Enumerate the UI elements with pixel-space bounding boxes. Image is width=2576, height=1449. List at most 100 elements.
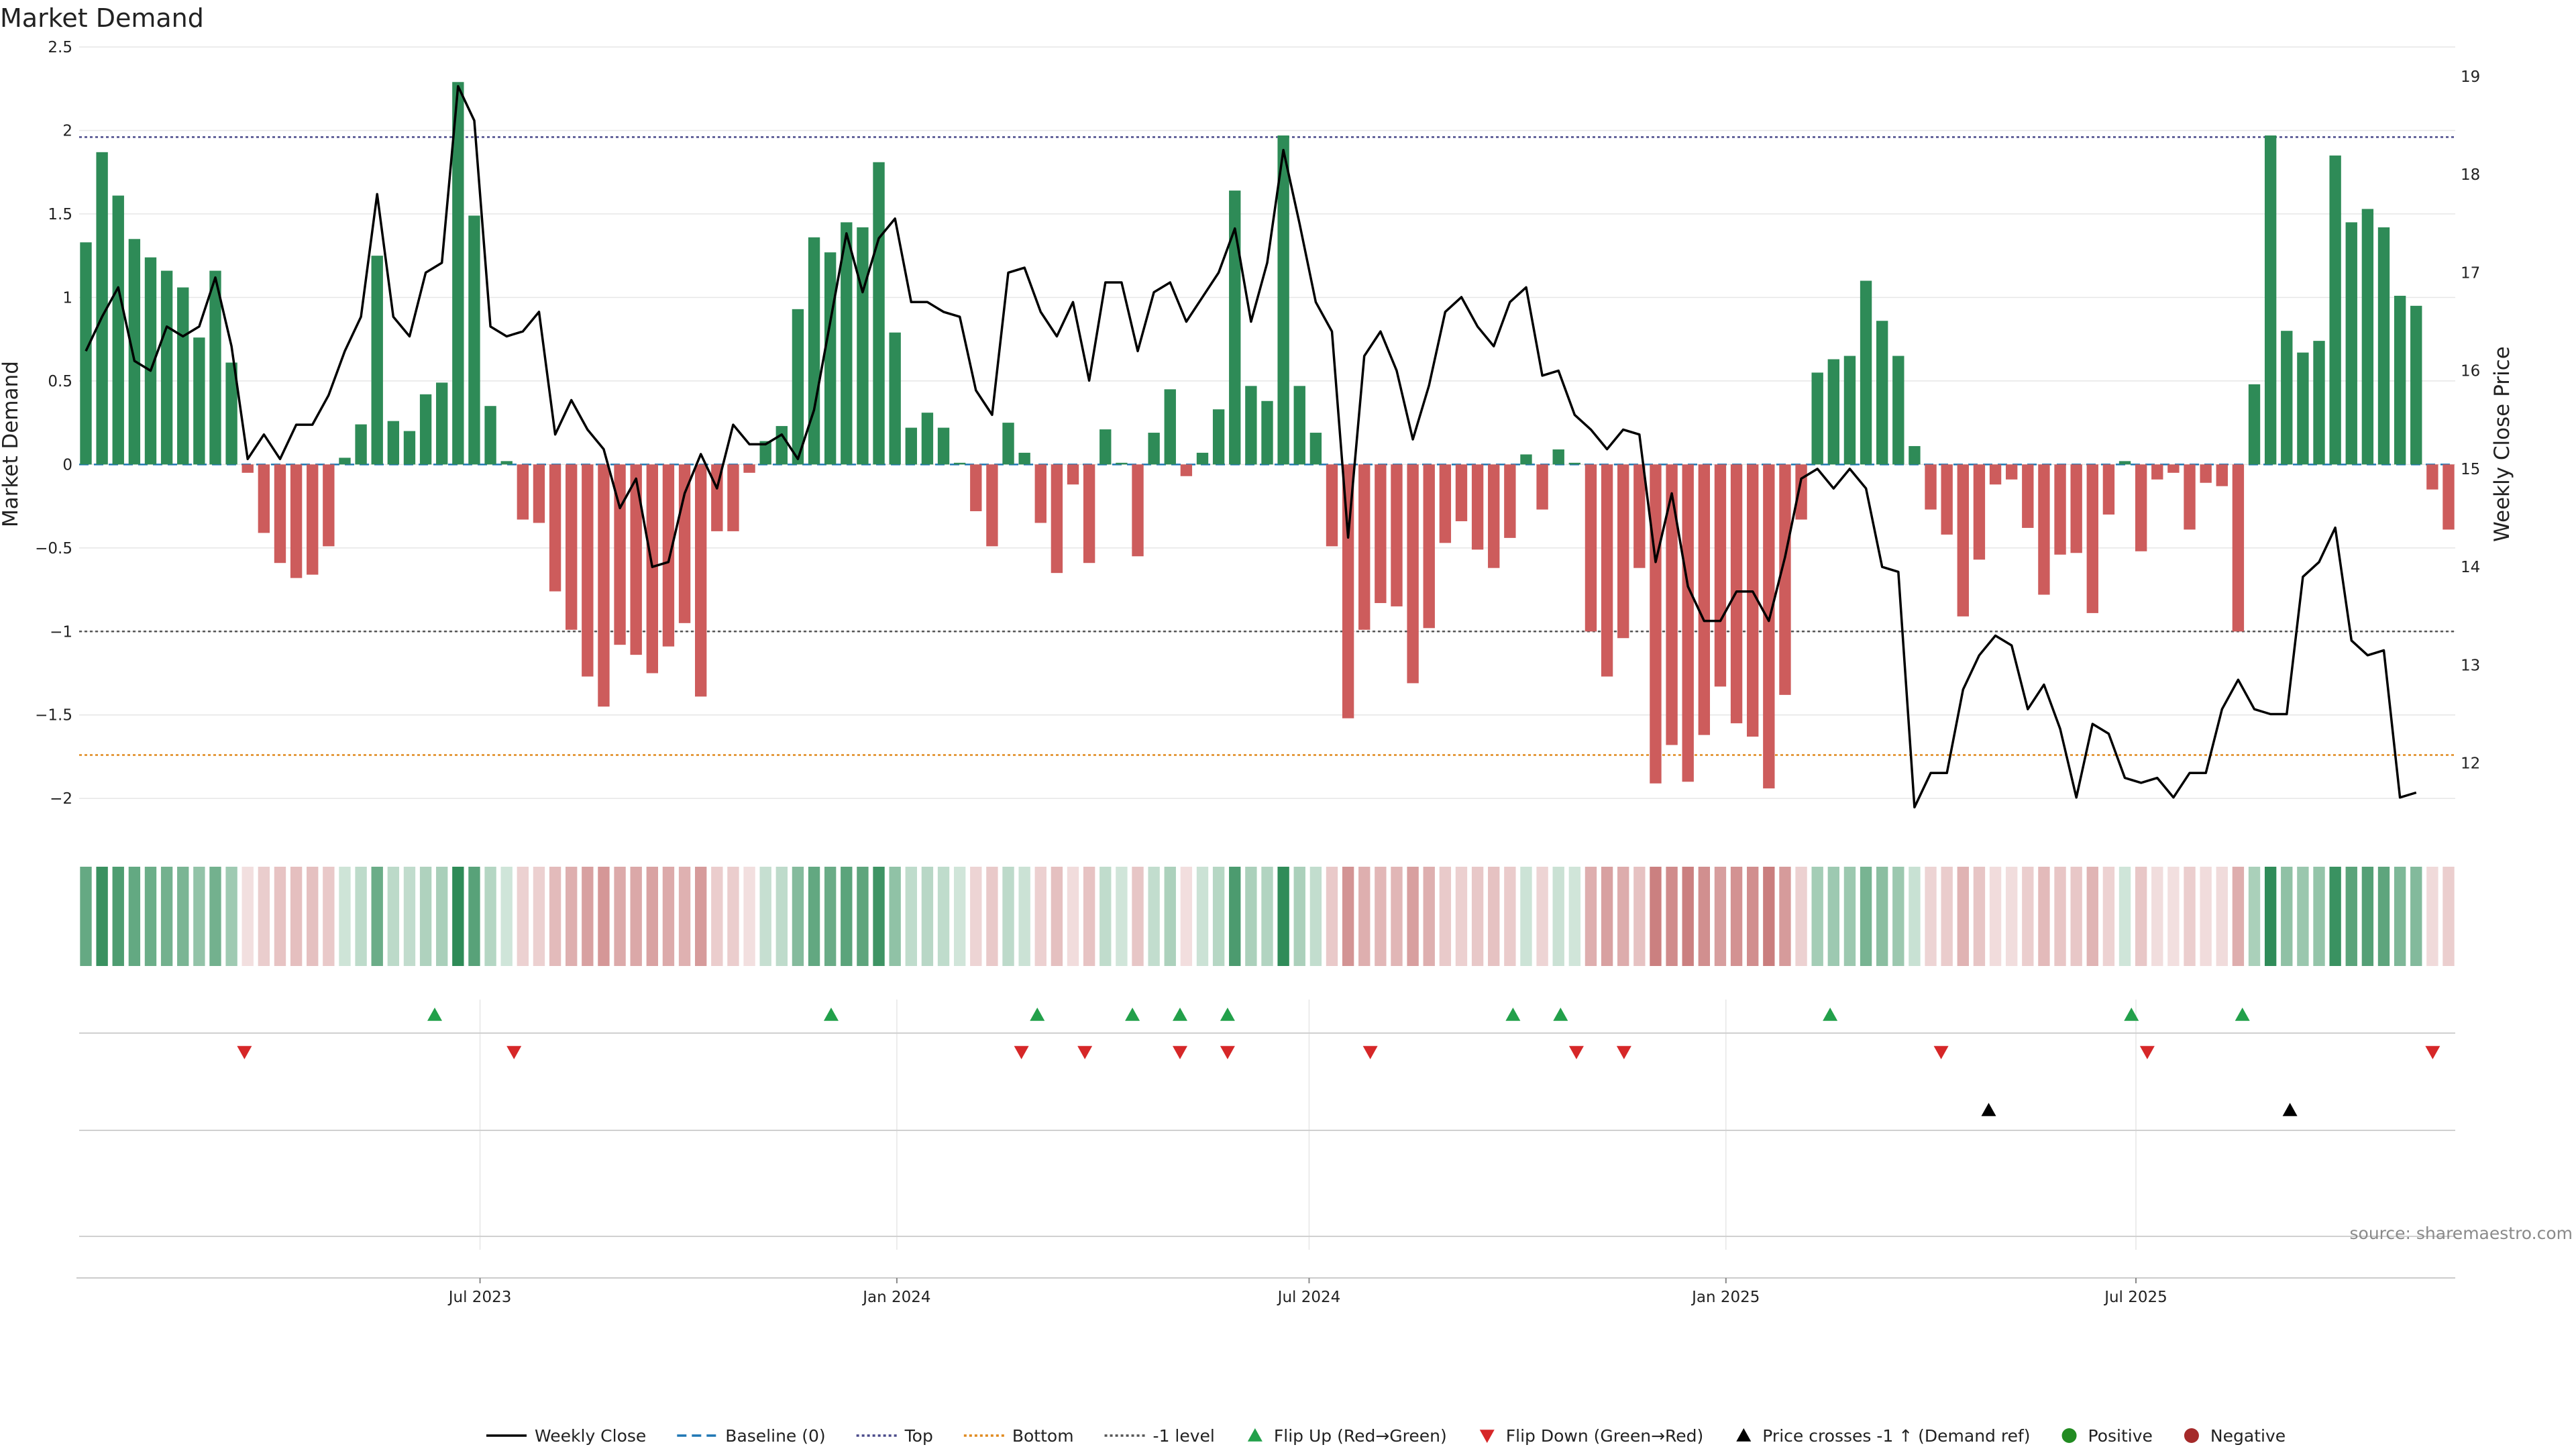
- heat-cell: [1034, 867, 1046, 966]
- heat-cell: [2167, 867, 2180, 966]
- heat-cell: [1099, 867, 1112, 966]
- legend-item: -1 level: [1104, 1426, 1215, 1446]
- heat-cell: [112, 867, 124, 966]
- heat-cell: [549, 867, 561, 966]
- demand-bar: [1941, 464, 1953, 535]
- legend-label: Flip Up (Red→Green): [1274, 1426, 1447, 1446]
- heat-cell: [1811, 867, 1823, 966]
- heat-cell: [1633, 867, 1646, 966]
- demand-bar: [225, 362, 237, 465]
- demand-bar: [2394, 295, 2406, 465]
- heat-cell: [419, 867, 432, 966]
- flip-down-marker: [1616, 1046, 1631, 1059]
- demand-bar: [2070, 464, 2082, 553]
- demand-bar: [2184, 464, 2196, 530]
- demand-bar: [290, 464, 303, 578]
- demand-bar: [2248, 384, 2261, 465]
- demand-bar: [970, 464, 982, 512]
- flip-down-marker: [1362, 1046, 1378, 1059]
- legend-label: Bottom: [1012, 1426, 1074, 1446]
- demand-bar: [1407, 464, 1419, 684]
- heat-cell: [2070, 867, 2082, 966]
- demand-bar: [630, 464, 642, 655]
- y-tick-label: −1.5: [35, 707, 72, 724]
- heat-cell: [1116, 867, 1128, 966]
- demand-bar: [1698, 464, 1711, 735]
- heat-cell: [1682, 867, 1694, 966]
- heat-cell: [1698, 867, 1711, 966]
- demand-bar: [1763, 464, 1775, 789]
- heat-cell: [2410, 867, 2422, 966]
- demand-bar: [1148, 433, 1160, 465]
- heat-cell: [80, 867, 92, 966]
- legend-label: -1 level: [1153, 1426, 1215, 1446]
- heat-cell: [1439, 867, 1452, 966]
- demand-bar: [549, 464, 561, 592]
- y2-tick-label: 14: [2461, 559, 2480, 576]
- legend-swatch: [2184, 1428, 2199, 1443]
- demand-bar: [662, 464, 675, 647]
- heat-cell: [403, 867, 416, 966]
- heat-cell: [1148, 867, 1160, 966]
- demand-bar: [2410, 305, 2422, 465]
- legend-item: Flip Up (Red→Green): [1247, 1426, 1447, 1446]
- heat-cell: [2038, 867, 2050, 966]
- demand-bar: [986, 464, 998, 547]
- heat-cell: [2151, 867, 2163, 966]
- y2-tick-label: 17: [2461, 264, 2480, 282]
- demand-bar: [1180, 464, 1193, 476]
- demand-bar: [1051, 464, 1063, 574]
- demand-bar: [1391, 464, 1403, 606]
- demand-bar: [2377, 227, 2390, 465]
- demand-bar: [2426, 464, 2438, 490]
- heat-cell: [1277, 867, 1289, 966]
- heat-cell: [2361, 867, 2374, 966]
- demand-bar: [2022, 464, 2034, 528]
- demand-bar: [339, 458, 351, 465]
- demand-bar: [307, 464, 319, 575]
- flip-up-marker: [823, 1008, 839, 1021]
- demand-bar: [2232, 464, 2245, 632]
- heat-cell: [1358, 867, 1371, 966]
- heat-cell: [2102, 867, 2115, 966]
- demand-bar: [1957, 464, 1969, 616]
- grid-lines: [79, 46, 2455, 1250]
- heat-cell: [1552, 867, 1564, 966]
- heat-cell: [2377, 867, 2390, 966]
- heat-cell: [1180, 867, 1193, 966]
- legend-label: Negative: [2210, 1426, 2286, 1446]
- price-cross-marker: [2282, 1103, 2298, 1116]
- demand-bar: [1309, 433, 1322, 465]
- demand-bar: [1989, 464, 2002, 485]
- heat-cell: [533, 867, 545, 966]
- heat-cell: [1536, 867, 1548, 966]
- heat-cell: [177, 867, 189, 966]
- heat-cell: [1229, 867, 1241, 966]
- heat-cell: [566, 867, 578, 966]
- flip-down-marker: [237, 1046, 252, 1059]
- heat-cell: [290, 867, 303, 966]
- heat-cell: [1876, 867, 1888, 966]
- heat-cell: [1601, 867, 1613, 966]
- demand-bar: [1504, 464, 1516, 538]
- heat-cell: [889, 867, 901, 966]
- heat-cell: [128, 867, 141, 966]
- heat-cell: [1860, 867, 1872, 966]
- demand-bar: [695, 464, 707, 697]
- heat-cell: [307, 867, 319, 966]
- demand-bar: [1423, 464, 1435, 629]
- demand-bar: [468, 215, 480, 465]
- heat-cell: [1018, 867, 1030, 966]
- demand-bar: [2151, 464, 2163, 480]
- heat-cell: [905, 867, 917, 966]
- legend-label: Flip Down (Green→Red): [1506, 1426, 1704, 1446]
- demand-bar: [1568, 462, 1581, 465]
- heat-cell: [484, 867, 496, 966]
- demand-bar: [1471, 464, 1484, 550]
- demand-bar: [274, 464, 286, 564]
- legend-label: Positive: [2088, 1426, 2153, 1446]
- weekly-close-line: [85, 85, 2417, 809]
- demand-bar: [808, 237, 820, 465]
- demand-bar: [1892, 356, 1904, 465]
- demand-bar: [80, 242, 92, 465]
